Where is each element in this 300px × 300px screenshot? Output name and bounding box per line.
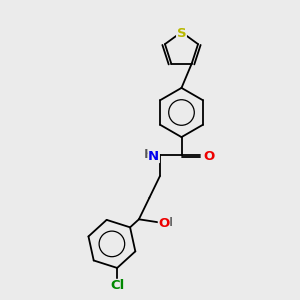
Text: N: N (148, 149, 159, 163)
Text: O: O (203, 149, 214, 163)
Text: S: S (177, 27, 186, 40)
Text: H: H (143, 148, 155, 161)
Text: H: H (162, 216, 173, 229)
Text: Cl: Cl (110, 279, 124, 292)
Text: O: O (158, 217, 170, 230)
